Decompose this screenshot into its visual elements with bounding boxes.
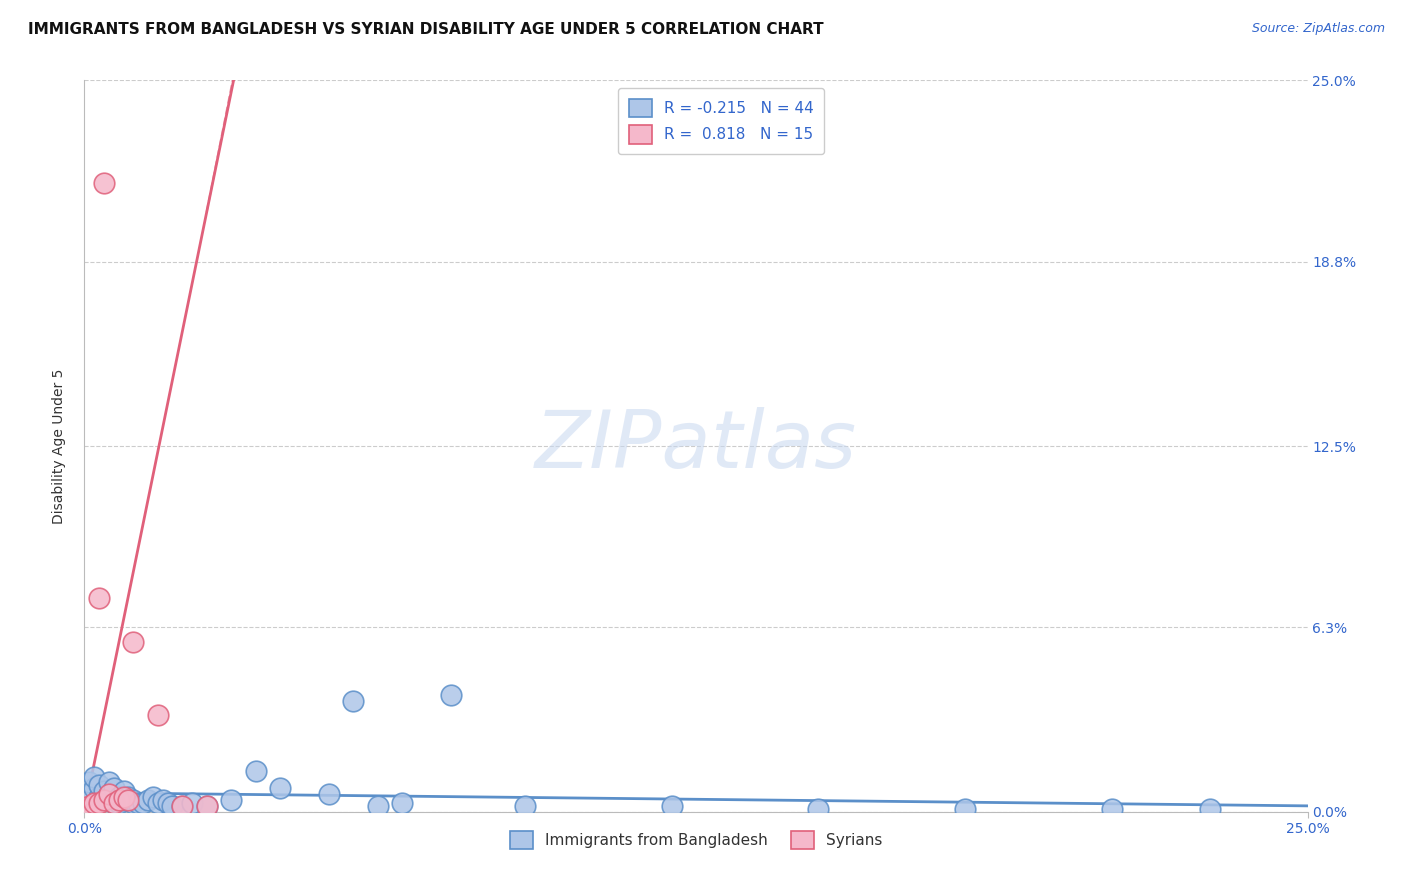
Point [97,787,120,801]
Text: IMMIGRANTS FROM BANGLADESH VS SYRIAN DISABILITY AGE UNDER 5 CORRELATION CHART: IMMIGRANTS FROM BANGLADESH VS SYRIAN DIS… [28,22,824,37]
Point [117,790,139,805]
Text: ZIPatlas: ZIPatlas [534,407,858,485]
Point [219,793,242,807]
Point [127,796,149,810]
Point [97,787,120,801]
Text: Source: ZipAtlas.com: Source: ZipAtlas.com [1251,22,1385,36]
Point [513,798,536,813]
Point [146,708,169,723]
Point [195,798,218,813]
Point [342,693,364,707]
Point [440,688,463,702]
Point [83,796,105,810]
Point [156,796,179,810]
Legend: Immigrants from Bangladesh, Syrians: Immigrants from Bangladesh, Syrians [503,824,889,855]
Point [172,798,194,813]
Point [132,796,155,810]
Point [318,787,340,801]
Point [245,764,267,778]
Point [122,793,145,807]
Point [103,781,125,796]
Point [112,793,135,807]
Point [195,798,218,813]
Point [83,770,105,784]
Point [77,787,100,801]
Point [103,796,125,810]
Point [122,635,145,649]
Point [162,798,184,813]
Point [93,784,115,798]
Point [1101,802,1123,816]
Point [953,802,976,816]
Point [107,793,129,807]
Point [93,793,115,807]
Point [77,775,100,789]
Point [117,793,139,807]
Point [1198,802,1220,816]
Point [87,591,110,606]
Point [172,798,194,813]
Point [83,781,105,796]
Point [93,793,115,807]
Point [807,802,830,816]
Point [661,798,683,813]
Point [367,798,389,813]
Y-axis label: Disability Age Under 5: Disability Age Under 5 [52,368,66,524]
Point [87,778,110,792]
Point [142,790,165,805]
Point [112,784,135,798]
Point [103,796,125,810]
Point [181,796,204,810]
Point [112,790,135,805]
Point [97,775,120,789]
Point [107,796,129,810]
Point [107,790,129,805]
Point [391,796,413,810]
Point [87,796,110,810]
Point [87,790,110,805]
Point [152,793,174,807]
Point [93,176,115,190]
Point [122,796,145,810]
Point [136,793,159,807]
Point [146,796,169,810]
Point [269,781,291,796]
Point [77,798,100,813]
